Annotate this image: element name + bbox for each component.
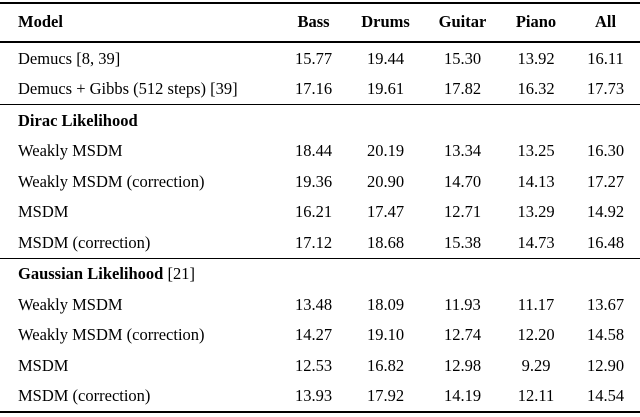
value-cell-bass: 12.53 <box>294 355 333 375</box>
table-body: Demucs [8, 39] 15.77 19.44 15.30 13.92 16.11 D… <box>0 42 640 412</box>
value-cell-piano: 16.32 <box>517 79 555 98</box>
value-cell-drums: 18.09 <box>366 294 405 314</box>
table-row: Weakly MSDM 18.44 20.19 13.34 13.25 16.30 <box>0 136 640 167</box>
model-cell: Weakly MSDM <box>18 141 123 160</box>
model-cell: MSDM <box>18 202 69 221</box>
section-citation: [21] <box>163 264 195 283</box>
table-row: MSDM (correction) 13.93 17.92 14.19 12.11 14.… <box>0 381 640 413</box>
value-cell-piano: 14.73 <box>517 232 555 252</box>
value-cell-piano: 9.29 <box>521 355 551 375</box>
section-header-row: Dirac Likelihood <box>0 105 640 136</box>
column-header-piano: Piano <box>515 12 557 31</box>
value-cell-drums: 19.10 <box>366 325 405 344</box>
table-row: Weakly MSDM 13.48 18.09 11.93 11.17 13.67 <box>0 289 640 320</box>
value-cell-bass: 16.21 <box>294 202 333 221</box>
column-header-bass: Bass <box>297 12 330 31</box>
value-cell-all: 17.27 <box>586 171 625 191</box>
value-cell-guitar: 14.19 <box>443 386 482 405</box>
table-row: Demucs [8, 39] 15.77 19.44 15.30 13.92 16.11 <box>0 42 640 74</box>
column-header-all: All <box>594 12 617 31</box>
value-cell-guitar: 15.30 <box>443 48 482 68</box>
value-cell-bass: 17.16 <box>294 79 333 98</box>
value-cell-all: 14.54 <box>586 386 625 405</box>
section-title: Gaussian Likelihood <box>18 264 164 283</box>
model-cell: Weakly MSDM <box>18 294 123 314</box>
model-cell: Demucs [8, 39] <box>18 48 121 68</box>
model-cell: MSDM <box>18 355 69 375</box>
value-cell-guitar: 13.34 <box>443 141 482 160</box>
value-cell-drums: 20.19 <box>366 141 405 160</box>
value-cell-all: 16.11 <box>587 48 624 68</box>
model-cell: Weakly MSDM (correction) <box>18 171 205 191</box>
value-cell-piano: 13.29 <box>517 202 555 221</box>
column-header-model: Model <box>18 12 63 31</box>
model-cell: MSDM (correction) <box>18 386 151 405</box>
model-cell: MSDM (correction) <box>18 232 151 252</box>
value-cell-all: 12.90 <box>586 355 625 375</box>
value-cell-all: 14.92 <box>586 202 625 221</box>
table-row: MSDM 12.53 16.82 12.98 9.29 12.90 <box>0 350 640 381</box>
value-cell-guitar: 17.82 <box>443 79 482 98</box>
column-header-drums: Drums <box>361 12 410 31</box>
value-cell-piano: 11.17 <box>517 294 555 314</box>
value-cell-all: 16.30 <box>586 141 625 160</box>
value-cell-piano: 12.11 <box>517 386 555 405</box>
table-row: Weakly MSDM (correction) 19.36 20.90 14.70 1… <box>0 166 640 197</box>
table-row: Demucs + Gibbs (512 steps) [39] 17.16 19.6… <box>0 74 640 105</box>
value-cell-guitar: 12.71 <box>443 202 482 221</box>
value-cell-all: 14.58 <box>586 325 625 344</box>
value-cell-bass: 14.27 <box>294 325 333 344</box>
value-cell-bass: 18.44 <box>294 141 333 160</box>
value-cell-piano: 14.13 <box>517 171 555 191</box>
value-cell-guitar: 12.98 <box>443 355 482 375</box>
value-cell-guitar: 11.93 <box>444 294 481 314</box>
table-row: MSDM (correction) 17.12 18.68 15.38 14.73 16.… <box>0 227 640 258</box>
value-cell-drums: 18.68 <box>366 232 405 252</box>
value-cell-piano: 13.92 <box>517 48 555 68</box>
model-cell: Demucs + Gibbs (512 steps) [39] <box>18 79 238 98</box>
value-cell-bass: 15.77 <box>294 48 333 68</box>
value-cell-bass: 19.36 <box>294 171 333 191</box>
table-row: MSDM 16.21 17.47 12.71 13.29 14.92 <box>0 197 640 228</box>
section-title: Dirac Likelihood <box>18 110 138 130</box>
value-cell-drums: 17.92 <box>366 386 405 405</box>
header-row: Model Bass Drums Guitar Piano All <box>0 3 640 42</box>
value-cell-piano: 13.25 <box>517 141 555 160</box>
value-cell-all: 16.48 <box>586 232 625 252</box>
value-cell-bass: 13.93 <box>294 386 333 405</box>
value-cell-guitar: 12.74 <box>443 325 482 344</box>
value-cell-all: 13.67 <box>586 294 625 314</box>
section-header-cell: Gaussian Likelihood [21] <box>0 258 640 289</box>
value-cell-drums: 16.82 <box>366 355 405 375</box>
value-cell-drums: 17.47 <box>366 202 405 221</box>
value-cell-all: 17.73 <box>586 79 625 98</box>
value-cell-drums: 19.61 <box>366 79 405 98</box>
section-header-cell: Dirac Likelihood <box>0 105 640 136</box>
value-cell-bass: 13.48 <box>294 294 333 314</box>
value-cell-drums: 20.90 <box>366 171 405 191</box>
value-cell-bass: 17.12 <box>294 232 333 252</box>
table-row: Weakly MSDM (correction) 14.27 19.10 12.74 1… <box>0 320 640 351</box>
value-cell-piano: 12.20 <box>517 325 555 344</box>
value-cell-guitar: 14.70 <box>443 171 482 191</box>
model-cell: Weakly MSDM (correction) <box>18 325 205 344</box>
column-header-guitar: Guitar <box>438 12 487 31</box>
section-header-row: Gaussian Likelihood [21] <box>0 258 640 289</box>
value-cell-drums: 19.44 <box>366 48 405 68</box>
value-cell-guitar: 15.38 <box>443 232 482 252</box>
